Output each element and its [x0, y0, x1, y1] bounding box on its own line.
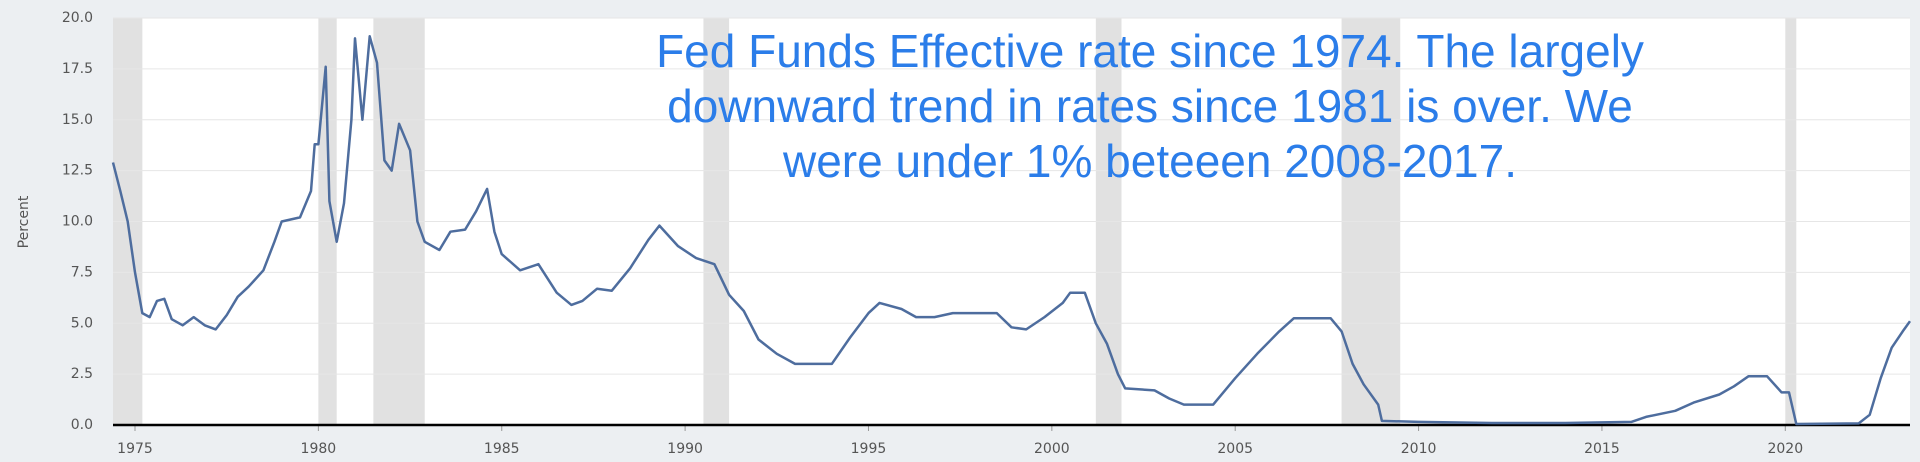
y-tick-label: 7.5 — [71, 264, 93, 280]
x-tick-label: 1995 — [851, 441, 887, 457]
y-tick-label: 15.0 — [62, 112, 93, 128]
y-tick-label: 2.5 — [71, 366, 93, 382]
x-tick-label: 2010 — [1401, 441, 1437, 457]
x-tick-label: 2005 — [1217, 441, 1253, 457]
x-tick-label: 2015 — [1584, 441, 1620, 457]
x-tick-label: 1990 — [667, 441, 703, 457]
x-tick-label: 2020 — [1767, 441, 1803, 457]
x-tick-label: 1985 — [484, 441, 520, 457]
y-tick-label: 20.0 — [62, 10, 93, 26]
line-series — [111, 35, 1912, 426]
x-tick-label: 2000 — [1034, 441, 1070, 457]
annotation: downward trend in rates since 1981 is ov… — [667, 80, 1633, 132]
x-tick-label: 1975 — [117, 441, 153, 457]
y-axis-label: Percent — [16, 195, 32, 248]
x-tick-label: 1980 — [301, 441, 337, 457]
y-tick-label: 0.0 — [71, 417, 93, 433]
annotation: Fed Funds Effective rate since 1974. The… — [656, 25, 1644, 77]
y-tick-label: 17.5 — [62, 61, 93, 77]
y-tick-label: 5.0 — [71, 315, 93, 331]
y-tick-label: 12.5 — [62, 163, 93, 179]
annotation: were under 1% beteeen 2008-2017. — [782, 135, 1517, 187]
y-tick-label: 10.0 — [62, 214, 93, 230]
